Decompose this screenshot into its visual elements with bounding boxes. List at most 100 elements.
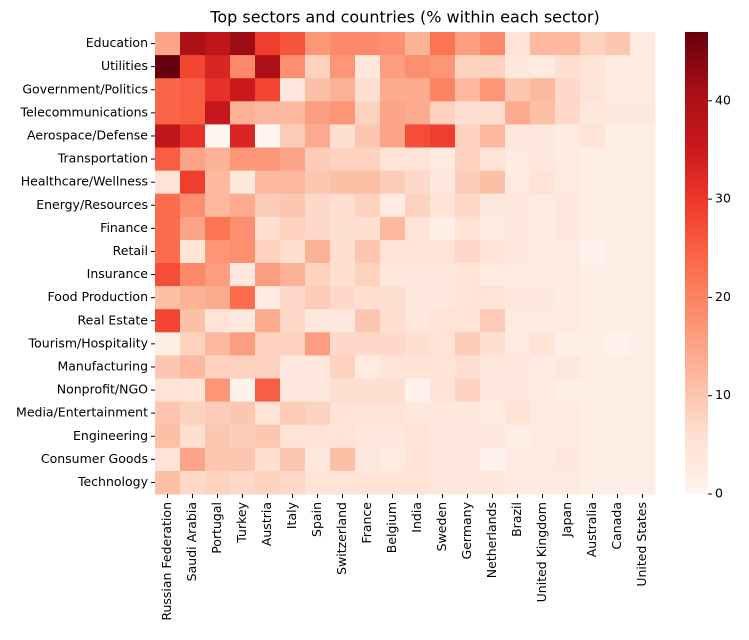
heatmap-cell [180,378,206,403]
heatmap-cell [255,470,281,495]
heatmap-cell [580,55,606,79]
heatmap-cell [305,401,331,426]
heatmap-cell [455,470,481,495]
colorbar-tick-label: 40 [715,92,731,107]
heatmap-cell [630,263,656,287]
heatmap-cell [205,470,231,495]
heatmap-cell [155,378,181,403]
heatmap-cell [380,470,406,495]
heatmap-cell [305,447,331,472]
heatmap-cell [430,401,456,426]
x-tick-label: Sweden [434,502,449,551]
heatmap-cell [530,286,556,310]
heatmap-cell [355,424,381,449]
heatmap-cell [305,78,331,102]
heatmap-cell [180,124,206,148]
heatmap-cell [330,239,356,264]
heatmap-cell [330,470,356,495]
heatmap-cell [530,332,556,356]
heatmap-cell [305,216,331,241]
heatmap-cell [255,170,281,195]
heatmap-cell [480,263,506,287]
heatmap-cell [455,55,481,79]
x-tick-label: Turkey [234,501,249,543]
heatmap-cell [155,424,181,449]
heatmap-cell [355,309,381,333]
heatmap-cell [280,378,306,403]
heatmap-cell [380,78,406,102]
heatmap-cell [255,309,281,333]
heatmap-cell [480,286,506,310]
heatmap-cell [180,447,206,472]
heatmap-cell [230,78,256,102]
heatmap-cell [630,124,656,148]
heatmap-cell [280,239,306,264]
heatmap-cell [480,309,506,333]
heatmap-cell [255,239,281,264]
heatmap-cell [155,309,181,333]
x-tick-label: United Kingdom [534,502,549,602]
heatmap-cell [480,101,506,125]
heatmap-cell [455,78,481,102]
heatmap-cell [430,424,456,449]
heatmap-cell [605,170,631,195]
heatmap-cell [430,447,456,472]
heatmap-cell [455,239,481,264]
heatmap-cell [405,193,431,218]
heatmap-cell [555,147,581,172]
heatmap-cell [230,193,256,218]
heatmap-cell [405,470,431,495]
heatmap-cell [530,216,556,241]
heatmap-cell [230,170,256,195]
heatmap-cell [530,78,556,102]
heatmap-cell [230,216,256,241]
heatmap-cell [605,332,631,356]
heatmap-cell [580,309,606,333]
y-tick-label: Retail [113,243,148,258]
heatmap-cell [430,193,456,218]
heatmap-cell [330,378,356,403]
heatmap-cell [255,424,281,449]
heatmap-cell [155,286,181,310]
heatmap-cell [505,355,531,379]
heatmap-cell [580,263,606,287]
heatmap-cell [555,286,581,310]
heatmap-cell [180,309,206,333]
heatmap-cell [155,355,181,379]
heatmap-cell [330,401,356,426]
heatmap-cell [505,401,531,426]
heatmap-cell [505,263,531,287]
heatmap-cell [530,378,556,403]
heatmap-cell [505,78,531,102]
heatmap-cell [505,447,531,472]
heatmap-cell [580,170,606,195]
heatmap-cell [305,55,331,79]
x-tick-label: France [359,502,374,544]
heatmap-cell [605,309,631,333]
y-tick-label: Consumer Goods [41,451,148,466]
heatmap-cell [230,32,256,56]
heatmap-cell [155,78,181,102]
heatmap-cell [430,378,456,403]
heatmap-cell [430,332,456,356]
heatmap-cell [505,470,531,495]
heatmap-cell [205,216,231,241]
heatmap-cell [155,101,181,125]
x-tick-label: Japan [559,502,574,538]
y-tick-label: Utilities [101,58,148,73]
heatmap-cell [480,216,506,241]
heatmap-cell [405,78,431,102]
heatmap-cell [255,147,281,172]
heatmap-cell [480,55,506,79]
heatmap-cell [355,101,381,125]
heatmap-cell [180,332,206,356]
heatmap-cell [480,239,506,264]
heatmap-cell [405,401,431,426]
heatmap-cell [380,286,406,310]
heatmap-cell [505,193,531,218]
heatmap-cell [455,355,481,379]
heatmap-cell [355,147,381,172]
heatmap-cell [155,170,181,195]
heatmap-cell [380,193,406,218]
